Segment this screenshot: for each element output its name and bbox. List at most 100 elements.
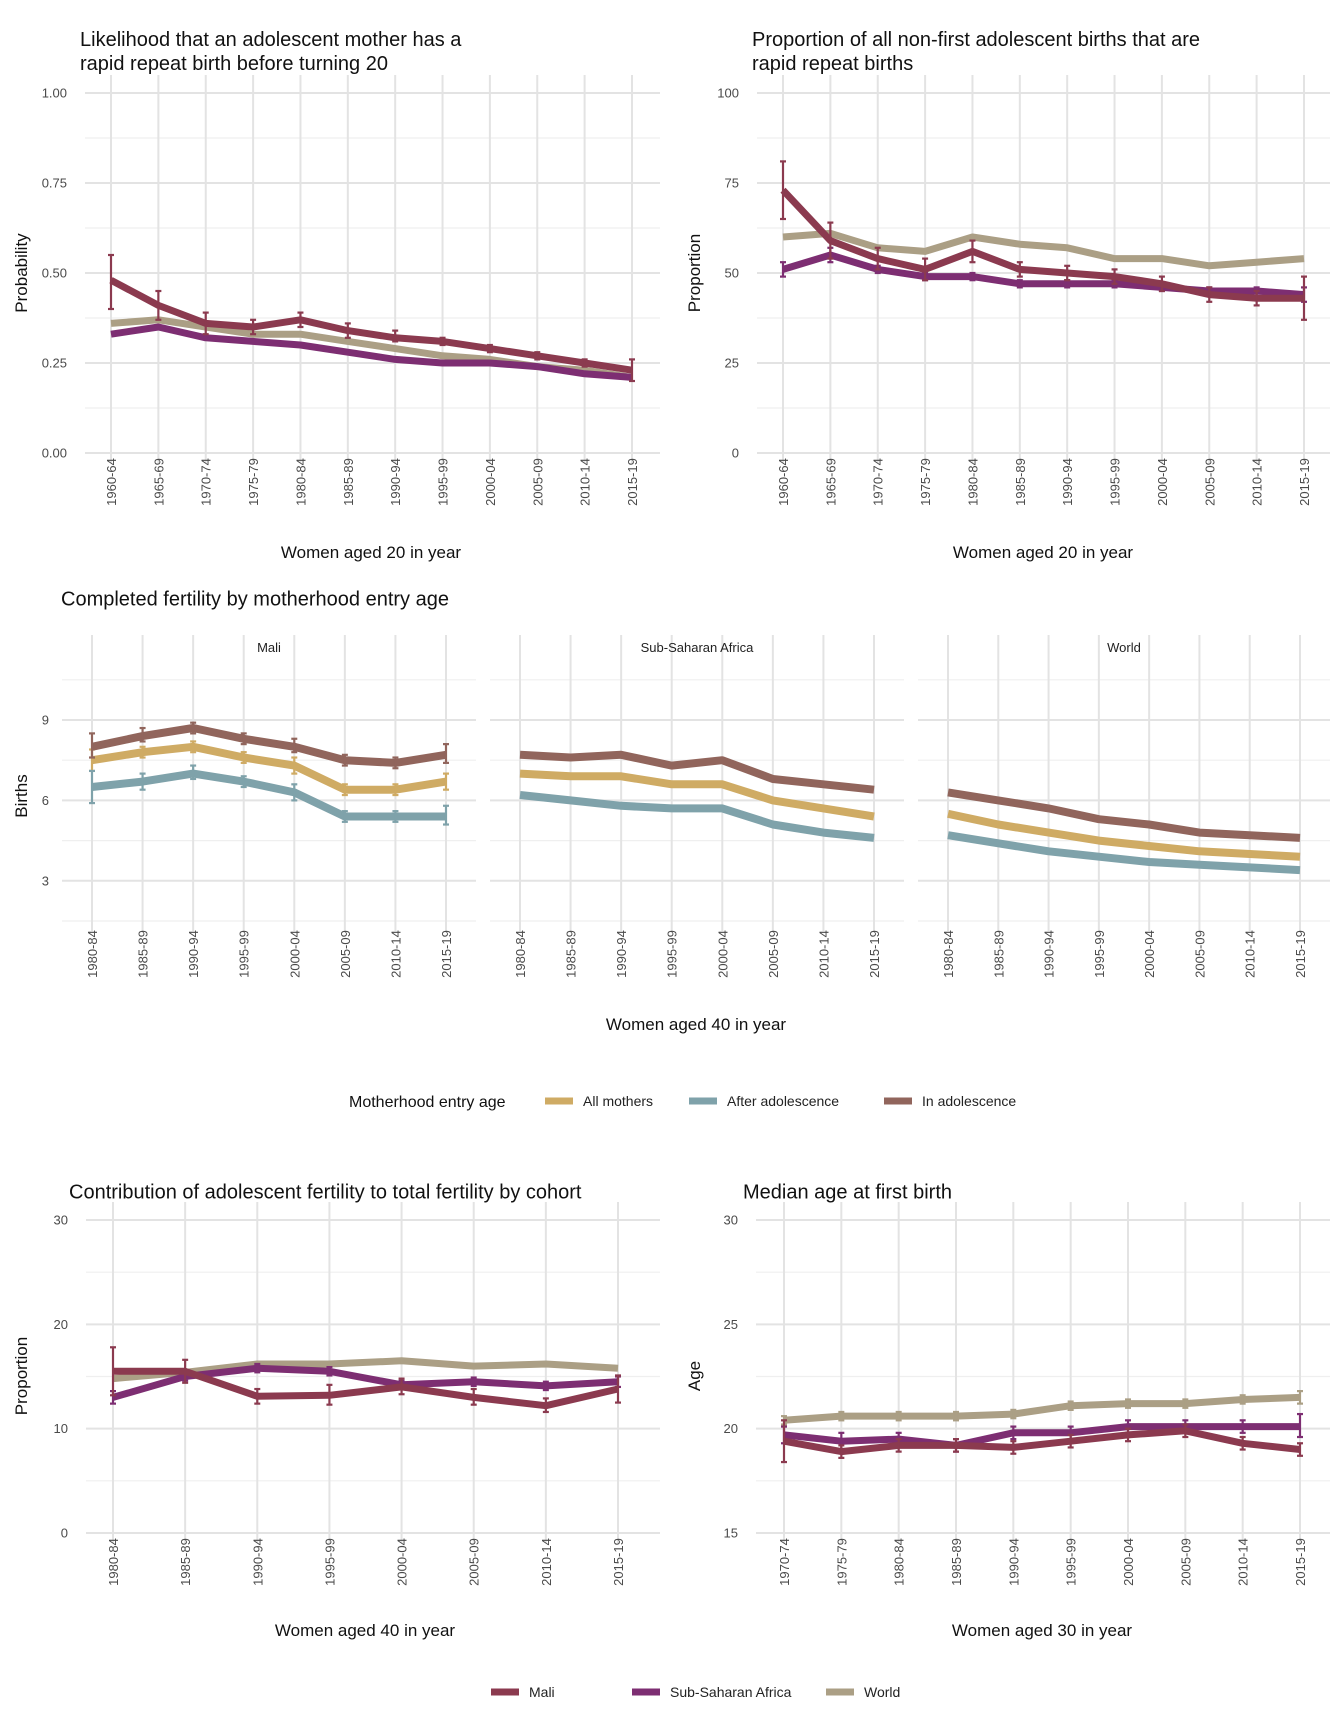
x-tick-label: 1995-99 [1064, 1538, 1079, 1586]
error-bar [1297, 1412, 1303, 1439]
x-tick-label: 2000-04 [1142, 930, 1157, 978]
chart-adolescent-contribution: 0 10 20 30 1980-84 1985-89 1990-94 1995-99 2000-… [12, 1182, 660, 1640]
x-tick-label: 2000-04 [395, 1538, 410, 1586]
y-tick-label: 15 [724, 1526, 738, 1541]
x-tick-label: 2000-04 [1155, 458, 1170, 506]
series-line-after-adolescence [91, 769, 446, 821]
x-tick-label: 1995-99 [322, 1538, 337, 1586]
facet-strip-label: Sub-Saharan Africa [641, 640, 755, 655]
series-mali [110, 1346, 621, 1414]
x-tick-label: 1970-74 [777, 1538, 792, 1586]
series-sub-saharan-africa [110, 323, 633, 381]
error-bar [443, 804, 449, 826]
legend-label: After adolescence [727, 1093, 839, 1109]
legend-title: Motherhood entry age [349, 1094, 506, 1111]
y-tick-label: 25 [724, 1317, 738, 1332]
chart-median-age-first-birth: 15 20 25 30 1970-74 1975-79 1980-84 1985-89 1990… [685, 1182, 1330, 1640]
x-tick-label: 1985-89 [341, 458, 356, 506]
y-tick-label: 0 [61, 1526, 68, 1541]
x-tick-label: 1990-94 [388, 458, 403, 506]
y-axis-title: Age [685, 1361, 704, 1391]
legend-motherhood: Motherhood entry age All mothers After ado… [349, 1093, 1016, 1111]
error-bar [139, 726, 146, 743]
series-line-world [783, 1393, 1301, 1424]
legend-label: World [864, 1684, 900, 1700]
x-tick-label: 1980-84 [106, 1538, 121, 1586]
error-bar [398, 1377, 405, 1396]
series-line-in-adolescence [947, 788, 1301, 842]
x-tick-label: 1975-79 [246, 458, 261, 506]
x-tick-label: 1990-94 [1042, 930, 1057, 978]
x-tick-label: 1990-94 [250, 1538, 265, 1586]
x-tick-label: 2000-04 [287, 930, 302, 978]
x-tick-label: 2015-19 [625, 458, 640, 506]
x-tick-label: 1960-64 [104, 458, 119, 506]
x-tick-label: 2000-04 [715, 930, 730, 978]
x-tick-label: 1980-84 [85, 930, 100, 978]
y-tick-label: 1.00 [42, 86, 67, 101]
y-tick-label: 20 [724, 1421, 738, 1436]
chart-title: Median age at first birth [743, 1182, 952, 1204]
error-bar [89, 732, 95, 759]
legend-label: Mali [529, 1684, 555, 1700]
y-axis-title: Proportion [12, 1337, 31, 1415]
series-mali [108, 253, 635, 383]
error-bar [443, 743, 449, 764]
series-line-sub-saharan-africa [781, 251, 1305, 299]
series-line-all-mothers [947, 809, 1301, 861]
legend-region: Mali Sub-Saharan Africa World [491, 1684, 900, 1700]
chart-completed-fertility: Mali 1980-84 1985-89 1990-94 1995-99 2000-04 2… [12, 589, 1330, 1034]
series-line-sub-saharan-africa [783, 1423, 1300, 1449]
x-tick-label: 1980-84 [965, 458, 980, 506]
series-line-in-adolescence [91, 724, 447, 767]
x-tick-label: 1995-99 [237, 930, 252, 978]
series-after-adolescence [519, 791, 875, 842]
error-bar [326, 1383, 333, 1406]
series-line-in-adolescence [519, 750, 875, 794]
x-tick-label: 1980-84 [513, 930, 528, 978]
x-tick-label: 1985-89 [991, 930, 1006, 978]
x-tick-label: 2005-09 [1178, 1538, 1193, 1586]
x-axis-title: Women aged 40 in year [606, 1015, 787, 1034]
x-tick-label: 1995-99 [665, 930, 680, 978]
y-tick-label: 0 [732, 446, 739, 461]
series-mali [780, 160, 1307, 321]
legend-item-after-adolescence: After adolescence [689, 1093, 839, 1109]
error-bar [392, 329, 399, 343]
legend-label: All mothers [583, 1093, 653, 1109]
x-tick-label: 2015-19 [867, 930, 882, 978]
x-tick-label: 2005-09 [1192, 930, 1207, 978]
series-world [781, 1390, 1303, 1426]
y-axis-title: Proportion [685, 234, 704, 312]
series-all-mothers [519, 769, 875, 821]
legend-item-all-mothers: All mothers [545, 1093, 653, 1109]
x-tick-label: 2010-14 [578, 458, 593, 506]
x-tick-label: 2015-19 [1293, 930, 1308, 978]
y-tick-label: 50 [725, 266, 739, 281]
facet-strip-label: World [1107, 640, 1141, 655]
x-tick-label: 1985-89 [564, 930, 579, 978]
series-all-mothers [947, 809, 1301, 861]
x-axis-title: Women aged 20 in year [953, 543, 1134, 562]
y-tick-label: 100 [717, 86, 739, 101]
series-after-adolescence [947, 831, 1301, 875]
x-tick-label: 1990-94 [1060, 458, 1075, 506]
y-tick-label: 9 [42, 713, 49, 728]
x-tick-label: 1980-84 [941, 930, 956, 978]
chart-title: Completed fertility by motherhood entry … [61, 589, 449, 611]
y-tick-label: 10 [54, 1421, 68, 1436]
series-line-mali [109, 277, 633, 374]
error-bar [542, 1397, 549, 1414]
series-mali [781, 1419, 1303, 1464]
legend-item-world: World [826, 1684, 900, 1700]
x-axis-title: Women aged 40 in year [275, 1621, 456, 1640]
x-tick-label: 2015-19 [1297, 458, 1312, 506]
y-tick-label: 30 [724, 1213, 738, 1228]
y-tick-label: 0.75 [42, 176, 67, 191]
y-tick-label: 20 [54, 1317, 68, 1332]
y-tick-label: 25 [725, 356, 739, 371]
series-line-after-adolescence [519, 791, 875, 842]
x-tick-label: 2000-04 [1121, 1538, 1136, 1586]
y-tick-label: 6 [42, 793, 49, 808]
